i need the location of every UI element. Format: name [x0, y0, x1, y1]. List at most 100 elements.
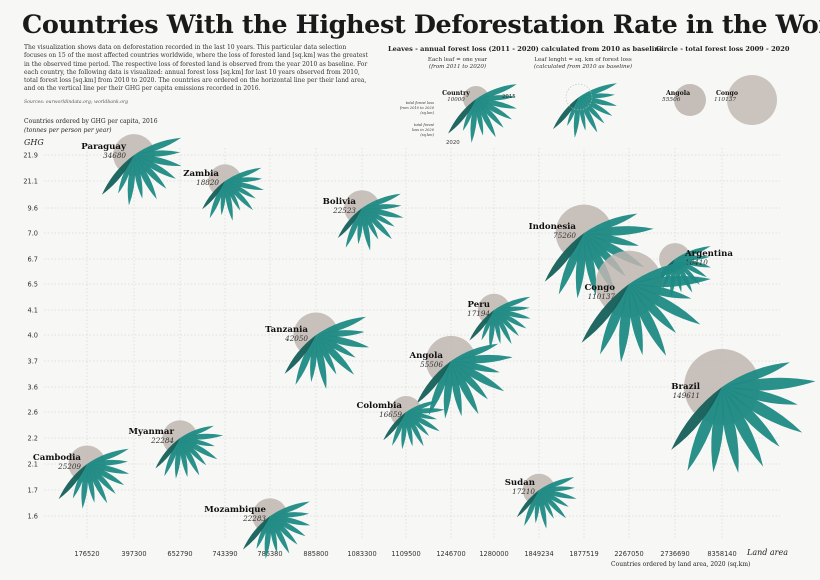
country-name-myanmar: Myanmar	[128, 427, 174, 437]
country-value-argentina: 16410	[685, 258, 708, 267]
x-tick-label: 1280000	[479, 550, 508, 558]
country-bolivia-leaf	[337, 208, 362, 238]
country-congo-leaf	[629, 284, 676, 333]
legend-example-leaf	[462, 99, 476, 131]
country-paraguay-leaf	[134, 137, 182, 155]
x-tick-label: 1877519	[569, 550, 598, 558]
y-tick-label: 2.6	[28, 408, 39, 416]
legend-example-leaf	[476, 99, 512, 120]
country-sudan-leaf	[539, 486, 575, 492]
country-value-cambodia: 25209	[57, 462, 81, 471]
country-tanzania-leaf	[295, 335, 316, 385]
country-myanmar-leaf	[174, 438, 181, 479]
country-tanzania-leaf	[316, 330, 365, 337]
legend-leaf-note-2a: Leaf lenght = sq. km of forest loss	[534, 57, 632, 63]
country-cambodia-leaf	[81, 464, 89, 509]
country-colombia-leaf	[401, 412, 407, 450]
country-brazil-leaf	[721, 387, 739, 473]
x-tick-label: 2736690	[660, 550, 689, 558]
country-bolivia-leaf	[361, 208, 371, 251]
legend-leaf-note-2: Leaf lenght = sq. km of forest loss (cal…	[524, 57, 642, 71]
legend-example-2-leaf	[578, 97, 586, 131]
country-myanmar-leaf	[164, 438, 180, 477]
country-indonesia-leaf	[583, 233, 597, 296]
country-myanmar-leaf	[180, 437, 215, 447]
country-tanzania-leaf	[316, 335, 355, 375]
y-tick-label: 21.9	[23, 151, 38, 159]
legend-leaves-title: Leaves - annual forest loss (2011 - 2020…	[388, 45, 664, 53]
page-title: Countries With the Highest Deforestation…	[22, 10, 820, 40]
country-sudan-leaf	[539, 477, 575, 490]
legend-circle-name-congo: Congo	[716, 90, 738, 97]
country-value-zambia: 18820	[196, 178, 219, 187]
country-marks: Paraguay34680Zambia18820Bolivia22523Indo…	[33, 134, 816, 559]
country-sudan-leaf	[516, 490, 539, 518]
country-congo-leaf	[629, 275, 711, 288]
legend-leaf-note-1a: Each leaf = one year	[427, 57, 488, 63]
legend-example-leaf	[475, 99, 484, 136]
x-tick-label: 2267050	[614, 550, 643, 558]
legend-leaf-note-1: Each leaf = one year (from 2011 to 2020)	[410, 57, 505, 71]
country-mozambique-leaf	[269, 516, 278, 554]
country-cambodia-leaf	[86, 464, 95, 503]
x-tick-label: 8358140	[707, 550, 736, 558]
legend-example-leaves	[448, 84, 517, 143]
country-value-sudan: 17210	[512, 487, 535, 496]
country-tanzania-leaf	[284, 335, 316, 374]
country-zambia-leaf	[225, 180, 264, 191]
country-bolivia-leaf	[362, 208, 392, 240]
country-value-peru: 17194	[467, 309, 490, 318]
country-bolivia-leaf	[345, 208, 362, 248]
country-name-peru: Peru	[468, 300, 490, 310]
x-axis-caption: Countries ordered by land area, 2020 (sq…	[611, 561, 751, 568]
country-myanmar-leaf	[180, 438, 207, 466]
legend-example-name: Country	[442, 90, 470, 97]
country-congo-leaf	[619, 284, 631, 363]
country-zambia-leaf	[225, 167, 262, 181]
legend-example-2-leaf	[579, 97, 613, 116]
country-tanzania-leaf	[316, 335, 337, 375]
x-tick-label: 786380	[257, 550, 282, 558]
country-name-bolivia: Bolivia	[323, 197, 357, 207]
country-peru-leaf	[493, 310, 501, 344]
country-tanzania-leaf	[316, 316, 366, 335]
x-axis-ticks: 176520 397300 652790 743390 786380 885800 1083…	[74, 550, 736, 558]
country-indonesia-leaf	[575, 233, 586, 299]
country-peru-leaf	[494, 310, 527, 329]
country-brazil-leaf	[722, 387, 803, 433]
country-colombia-leaf	[406, 411, 437, 420]
country-indonesia-leaf	[584, 226, 654, 236]
country-sudan-leaf	[538, 490, 547, 529]
sources-note: Sources: ourworldindata.org; worldbank.o…	[24, 100, 129, 105]
legend-leaf-note-1b: (from 2011 to 2020)	[428, 64, 487, 71]
legend-example-leaves-2	[553, 83, 617, 138]
country-value-angola: 55506	[420, 360, 443, 369]
country-name-indonesia: Indonesia	[529, 222, 577, 232]
country-name-angola: Angola	[409, 351, 444, 361]
country-value-myanmar: 22284	[150, 436, 174, 445]
country-paraguay-leaf	[127, 155, 136, 206]
country-colombia-leaf	[406, 408, 445, 414]
y-tick-label: 2.2	[28, 434, 39, 442]
country-tanzania-leaf	[316, 335, 356, 358]
y-tick-label: 1.6	[28, 512, 39, 520]
country-angola-leaf	[451, 361, 488, 400]
country-myanmar-leaf	[180, 433, 224, 440]
country-mozambique-leaf	[270, 515, 311, 526]
country-peru-leaf	[481, 310, 494, 341]
country-angola-leaf	[451, 360, 500, 373]
country-bolivia-leaf	[362, 193, 401, 208]
legend-example-2-leaf	[579, 93, 615, 99]
country-colombia-leaf	[383, 412, 406, 441]
country-brazil-leaf	[722, 362, 790, 387]
country-name-colombia: Colombia	[356, 401, 402, 411]
legend-note-loss-b: loss in 2020	[412, 128, 435, 132]
country-colombia-leaf	[406, 412, 424, 447]
country-zambia-leaf	[209, 181, 225, 219]
